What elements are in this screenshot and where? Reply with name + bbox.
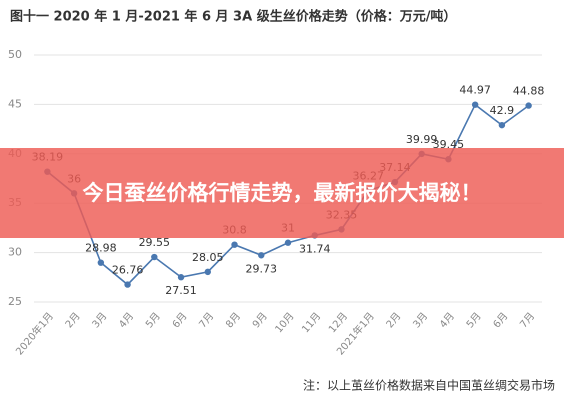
x-tick-label: 2月: [63, 310, 83, 330]
x-tick-label: 10月: [273, 310, 297, 335]
data-label: 29.55: [139, 236, 171, 249]
x-tick-label: 4月: [437, 310, 457, 330]
data-label: 42.9: [490, 104, 515, 117]
y-tick-label: 25: [8, 295, 22, 308]
data-label: 27.51: [165, 284, 197, 297]
x-tick-label: 12月: [326, 310, 350, 335]
point: [177, 274, 185, 281]
x-tick-label: 6月: [491, 310, 511, 330]
note: 注：以上茧丝价格数据来自中国茧丝绸交易市场: [303, 378, 555, 393]
y-tick-label: 50: [8, 48, 22, 61]
x-tick-label: 7月: [518, 310, 538, 330]
x-tick-label: 9月: [250, 310, 270, 330]
x-tick-label: 3月: [411, 310, 431, 330]
data-label: 28.05: [192, 251, 224, 264]
data-label: 44.88: [513, 85, 545, 98]
point: [498, 121, 506, 129]
x-tick-label: 2月: [384, 310, 404, 330]
point: [471, 101, 479, 108]
data-label: 39.45: [433, 138, 465, 151]
x-tick-label: 4月: [116, 310, 136, 330]
x-tick-label: 8月: [223, 310, 243, 330]
x-tick-label: 11月: [300, 310, 324, 335]
x-tick-label: 6月: [170, 310, 190, 330]
point: [97, 259, 105, 266]
data-label: 31.74: [299, 242, 331, 255]
y-tick-label: 30: [8, 246, 22, 259]
data-label: 44.97: [459, 84, 491, 97]
data-label: 29.73: [246, 262, 278, 275]
data-label: 26.76: [112, 264, 144, 277]
data-label: 39.99: [406, 133, 438, 146]
chart-title: 图十一 2020 年 1 月-2021 年 6 月 3A 级生丝价格走势（价格：…: [10, 9, 456, 25]
point: [204, 268, 211, 276]
point: [284, 239, 292, 246]
banner-text: 今日蚕丝价格行情走势，最新报价大揭秘！: [82, 181, 482, 205]
point: [151, 253, 158, 261]
x-tick-label: 5月: [464, 310, 484, 330]
y-tick-label: 45: [8, 97, 22, 110]
x-tick-label: 2020年1月: [13, 310, 56, 358]
x-tick-label: 3月: [90, 310, 110, 330]
x-tick-label: 5月: [143, 310, 163, 330]
x-tick-label: 7月: [197, 310, 217, 330]
point: [525, 102, 532, 109]
point: [258, 252, 265, 259]
banner: 今日蚕丝价格行情走势，最新报价大揭秘！: [0, 148, 564, 238]
point: [124, 281, 131, 288]
data-label: 28.98: [85, 242, 117, 255]
point: [231, 241, 238, 248]
